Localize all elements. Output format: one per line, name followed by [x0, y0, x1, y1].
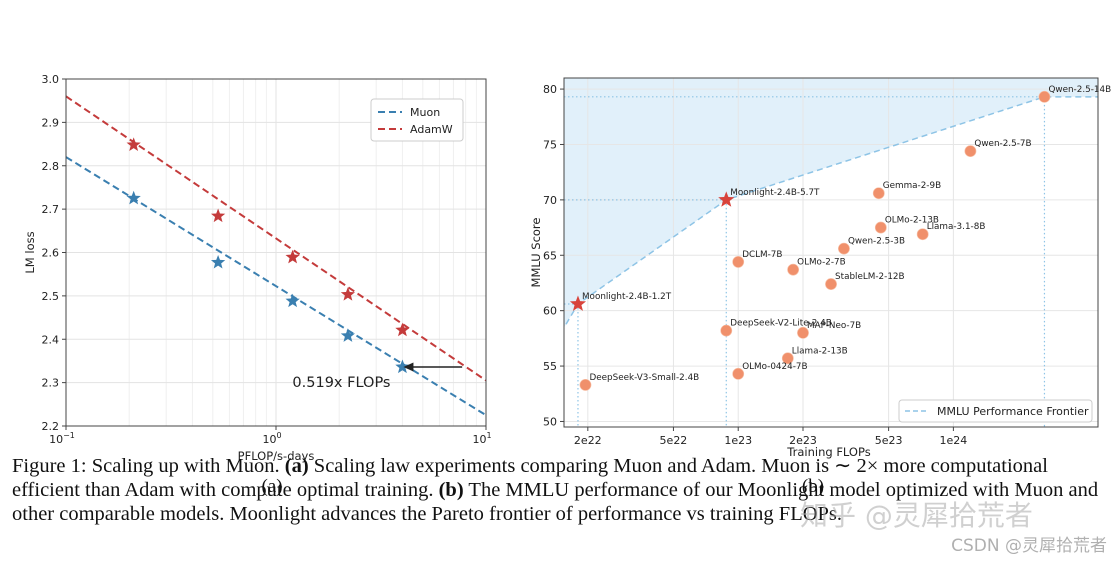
- point-label-deepseek-v3-small-2-4b: DeepSeek-V3-Small-2.4B: [589, 373, 699, 383]
- tick-label-y: 2.8: [42, 160, 60, 173]
- caption-intro: Scaling up with Muon.: [86, 455, 285, 477]
- tick-label-y: 60: [543, 305, 557, 318]
- legend-label-adamw: AdamW: [410, 123, 453, 136]
- tick-label-y: 80: [543, 83, 557, 96]
- caption-part-b-label: (b): [438, 479, 464, 501]
- tick-label-x: 2e22: [574, 434, 602, 447]
- tick-label-y: 2.9: [42, 116, 60, 129]
- tick-label-x: 2e23: [789, 434, 817, 447]
- annotation-label: 0.519x FLOPs: [292, 375, 390, 391]
- point-label-llama-2-13b: Llama-2-13B: [792, 346, 848, 356]
- data-star-adamw: [210, 208, 226, 223]
- tick-label-x-exponent: −1: [63, 431, 75, 440]
- data-point-gemma-2-9b: [872, 187, 885, 200]
- data-star-moonlight-2-4b-5-7t: [718, 191, 735, 207]
- point-label-llama-3-1-8b: Llama-3.1-8B: [927, 222, 986, 232]
- data-point-dclm-7b: [732, 256, 745, 268]
- tick-label-y: 3.0: [42, 73, 60, 86]
- data-star-adamw: [285, 249, 300, 264]
- point-label-dclm-7b: DCLM-7B: [742, 250, 782, 260]
- point-label-stablelm-2-12b: StableLM-2-12B: [835, 272, 905, 282]
- data-star-adamw: [395, 322, 410, 337]
- tick-label-y: 50: [543, 415, 557, 428]
- data-point-qwen-2-5-14b: [1038, 90, 1051, 103]
- tick-label-y: 2.6: [42, 247, 60, 260]
- legend-b: [898, 399, 1093, 423]
- point-label-qwen-2-5-14b: Qwen-2.5-14B: [1048, 85, 1111, 95]
- data-star-moonlight-2-4b-1-2t: [569, 295, 587, 311]
- data-point-llama-2-13b: [781, 352, 794, 365]
- tick-label-x: 100: [262, 431, 281, 446]
- data-point-qwen-2-5-7b: [964, 145, 977, 158]
- panel-label-a: (a): [261, 476, 282, 497]
- data-star-muon: [285, 293, 300, 308]
- star-label-moonlight-2-4b-1-2t: Moonlight-2.4B-1.2T: [582, 292, 672, 302]
- watermark-source: CSDN @灵犀拾荒者: [951, 536, 1107, 556]
- tick-label-x-exponent: 0: [276, 431, 281, 440]
- tick-label-y: 2.3: [42, 377, 60, 390]
- caption-part-b-text: The MMLU performance of our Moonlight mo…: [12, 479, 1099, 525]
- y-axis-label-a: LM loss: [23, 231, 37, 273]
- tick-label-x: 1e24: [940, 434, 968, 447]
- point-label-olmo-2-13b: OLMo-2-13B: [885, 216, 939, 226]
- chart-a-scaling-law: 0.519x FLOPs 2.2 2.3 2.4 2.5 2.6 2.7 2.8 2.9 3.0 1…: [23, 73, 492, 497]
- point-label-gemma-2-9b: Gemma-2-9B: [883, 181, 941, 191]
- data-star-adamw: [340, 287, 356, 301]
- fit-line-adamw: [65, 95, 487, 382]
- point-label-map-neo-7b: MAP-Neo-7B: [807, 321, 861, 331]
- legend-a: [370, 98, 464, 142]
- tick-label-x: 101: [472, 431, 491, 446]
- point-label-qwen-2-5-7b: Qwen-2.5-7B: [974, 139, 1031, 149]
- tick-label-x: 10−1: [49, 431, 75, 446]
- point-label-olmo-0424-7b: OLMo-0424-7B: [742, 362, 807, 372]
- tick-label-y: 2.7: [42, 203, 60, 216]
- caption-part-a-label: (a): [284, 455, 309, 477]
- tick-label-x-exponent: 1: [486, 431, 491, 440]
- caption-figure-label: Figure 1:: [12, 455, 87, 477]
- data-point-olmo-0424-7b: [732, 367, 745, 380]
- tick-label-y: 70: [543, 194, 557, 207]
- data-star-muon: [395, 359, 410, 374]
- tick-label-y: 65: [543, 249, 557, 262]
- x-axis-label-b: Training FLOPs: [786, 445, 870, 459]
- tick-label-y: 75: [543, 138, 557, 151]
- data-point-map-neo-7b: [797, 326, 809, 339]
- tick-label-y: 2.2: [42, 420, 60, 433]
- data-point-olmo-2-13b: [874, 221, 887, 234]
- point-label-olmo-2-7b: OLMo-2-7B: [797, 258, 846, 268]
- tick-label-x: 1e23: [724, 434, 752, 447]
- frontier-fill: [564, 78, 1098, 328]
- point-label-qwen-2-5-3b: Qwen-2.5-3B: [848, 237, 905, 247]
- data-star-muon: [126, 190, 141, 205]
- data-point-deepseek-v2-lite-2-4b: [720, 324, 733, 337]
- x-axis-label-a: PFLOP/s-days: [238, 449, 315, 463]
- data-star-adamw: [126, 137, 141, 151]
- data-point-deepseek-v3-small-2-4b: [579, 378, 592, 391]
- axes-frame-b: [563, 77, 1099, 428]
- tick-label-y: 2.4: [42, 333, 60, 346]
- tick-label-y: 55: [543, 360, 557, 373]
- data-point-llama-3-1-8b: [916, 228, 929, 241]
- legend-label-muon: Muon: [410, 106, 440, 119]
- figure-caption: Figure 1: Scaling up with Muon. (a) Scal…: [12, 454, 1104, 526]
- data-star-muon: [340, 328, 356, 342]
- data-point-olmo-2-7b: [787, 263, 800, 276]
- data-point-stablelm-2-12b: [825, 278, 837, 290]
- chart-b-mmlu-vs-flops: Qwen-2.5-14B Qwen-2.5-7B Gemma-2-9B OLMo-2-…: [529, 77, 1111, 497]
- watermark-overlay: 知乎 @灵犀拾荒者: [800, 499, 1033, 532]
- legend-label-frontier: MMLU Performance Frontier: [937, 405, 1089, 418]
- tick-label-x: 5e23: [875, 434, 903, 447]
- data-point-qwen-2-5-3b: [838, 242, 850, 255]
- data-star-muon: [210, 254, 226, 269]
- star-label-moonlight-2-4b-5-7t: Moonlight-2.4B-5.7T: [730, 188, 820, 198]
- point-label-deepseek-v2-lite-2-4b: DeepSeek-V2-Lite-2.4B: [730, 319, 832, 329]
- tick-label-x: 5e22: [660, 434, 688, 447]
- caption-part-a-text: Scaling law experiments comparing Muon a…: [12, 455, 1048, 501]
- y-axis-label-b: MMLU Score: [529, 218, 543, 288]
- tick-label-y: 2.5: [42, 290, 60, 303]
- annotation-arrow-head: [403, 362, 414, 372]
- panel-label-b: (b): [802, 476, 824, 497]
